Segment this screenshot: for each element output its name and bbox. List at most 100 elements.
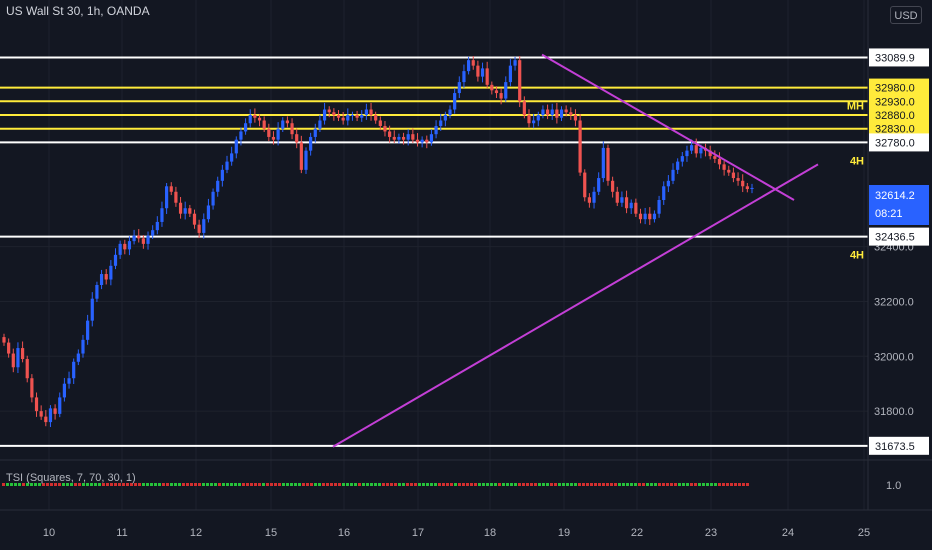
tsi-square [530,483,533,486]
tsi-square [342,483,345,486]
tsi-square [162,483,165,486]
candle-body [652,213,657,220]
candle-body [155,221,159,231]
candle-body [239,131,243,140]
tsi-square [666,483,669,486]
tsi-square [658,483,661,486]
candle-body [406,134,410,140]
tsi-square [338,483,341,486]
tsi-square [486,483,489,486]
candle-body [490,84,494,91]
tsi-square [6,483,9,486]
tsi-square [138,483,141,486]
candle-body [44,416,48,423]
tsi-square [590,483,593,486]
tsi-square [266,483,269,486]
candle-body [429,134,434,143]
tsi-square [650,483,653,486]
candle-body [378,120,382,126]
tsi-square [146,483,149,486]
tsi-square [626,483,629,486]
candle-body [457,82,461,94]
candle-body [420,139,424,143]
level-price-tag [869,119,929,138]
tsi-squares [2,483,749,486]
candle-body [592,191,596,203]
candle-body [127,241,132,250]
candle-body [745,186,749,190]
candle-body [160,208,164,222]
x-tick-label: 23 [705,527,717,539]
tsi-square [234,483,237,486]
tsi-square [350,483,353,486]
tsi-square [682,483,685,486]
trendlines [332,53,819,448]
tsi-square [282,483,285,486]
tsi-square [54,483,57,486]
tsi-square [430,483,433,486]
tsi-square [414,483,417,486]
level-price-tag [869,106,929,124]
tsi-square [622,483,625,486]
candle-body [383,125,387,132]
y-tick-label: 31800.0 [874,406,914,418]
tsi-square [514,483,517,486]
tsi-square [198,483,201,486]
candle-body [257,117,262,121]
tsi-square [470,483,473,486]
tsi-square [238,483,241,486]
tsi-square [158,483,161,486]
candle-body [513,60,517,66]
candle-body [332,112,336,115]
tsi-square [490,483,493,486]
candle-body [559,109,564,118]
candle-body [183,208,187,214]
tsi-square [446,483,449,486]
tsi-square [170,483,173,486]
candle-body [360,115,364,118]
tsi-square [218,483,221,486]
tsi-square [610,483,613,486]
tsi-square [702,483,705,486]
tsi-square [254,483,257,486]
candle-body [243,123,248,132]
candle-body [615,191,619,203]
candle-body [202,219,206,233]
tsi-square [42,483,45,486]
candle-body [104,274,108,280]
tsi-square [98,483,101,486]
tsi-square [422,483,425,486]
tsi-square [390,483,393,486]
tsi-square [730,483,733,486]
candle-body [680,156,684,162]
tsi-square [570,483,573,486]
tsi-square [250,483,253,486]
tsi-square [50,483,53,486]
tsi-square [298,483,301,486]
candle-body [248,115,252,124]
candle-body [262,120,266,129]
tsi-square [574,483,577,486]
last-price-countdown: 08:21 [875,208,903,220]
tsi-square [370,483,373,486]
candle-body [573,115,578,121]
candle-body [471,60,475,66]
candle-body [578,120,582,173]
candle-body [624,197,629,209]
candle-body [299,142,303,170]
candle-body [750,187,754,190]
candle-body [564,109,568,113]
tsi-square [286,483,289,486]
level-price-text: 32830.0 [875,124,915,136]
tsi-square [678,483,681,486]
tsi-square [2,483,5,486]
level-tag: MH [847,101,864,113]
candle-body [657,200,661,214]
currency-button[interactable]: USD [890,6,922,24]
tsi-square [258,483,261,486]
tsi-square [374,483,377,486]
candle-body [350,115,355,116]
candle-body [699,147,703,154]
tsi-square [638,483,641,486]
